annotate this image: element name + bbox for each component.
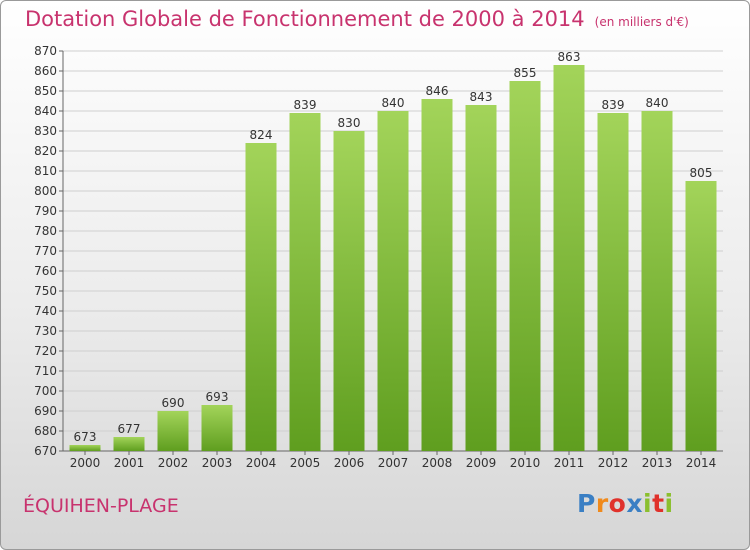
bar-2002 — [157, 411, 189, 451]
location-name: ÉQUIHEN-PLAGE — [23, 495, 179, 517]
logo-letter: i — [643, 489, 653, 518]
value-label-2012: 839 — [602, 98, 625, 112]
bar-2001 — [113, 437, 145, 451]
value-label-2000: 673 — [74, 430, 97, 444]
proxiti-logo: Proxiti — [577, 489, 674, 518]
y-tick-label: 720 — [34, 344, 57, 358]
value-label-2008: 846 — [426, 84, 449, 98]
y-tick-label: 700 — [34, 384, 57, 398]
bar-2004 — [245, 143, 277, 451]
value-label-2014: 805 — [690, 166, 713, 180]
value-label-2005: 839 — [294, 98, 317, 112]
y-tick-label: 850 — [34, 84, 57, 98]
bar-2005 — [289, 113, 321, 451]
x-tick-label-2014: 2014 — [686, 456, 717, 470]
y-tick-label: 870 — [34, 44, 57, 58]
bar-2008 — [421, 99, 453, 451]
y-tick-label: 830 — [34, 124, 57, 138]
x-tick-label-2012: 2012 — [598, 456, 629, 470]
value-label-2007: 840 — [382, 96, 405, 110]
logo-letter: x — [626, 489, 643, 518]
value-label-2011: 863 — [558, 50, 581, 64]
bar-2013 — [641, 111, 673, 451]
x-tick-label-2007: 2007 — [378, 456, 409, 470]
value-label-2009: 843 — [470, 90, 493, 104]
y-tick-label: 680 — [34, 424, 57, 438]
bar-2011 — [553, 65, 585, 451]
x-tick-label-2009: 2009 — [466, 456, 497, 470]
value-label-2006: 830 — [338, 116, 361, 130]
y-tick-label: 780 — [34, 224, 57, 238]
logo-letter: P — [577, 489, 596, 518]
y-tick-label: 690 — [34, 404, 57, 418]
value-label-2002: 690 — [162, 396, 185, 410]
x-tick-label-2001: 2001 — [114, 456, 145, 470]
logo-letter: o — [608, 489, 627, 518]
bar-2012 — [597, 113, 629, 451]
bar-2010 — [509, 81, 541, 451]
value-labels: 673 677 690 693 824 839 830 840 846 843 855 863 839 8… — [74, 50, 713, 444]
bar-2003 — [201, 405, 233, 451]
value-label-2013: 840 — [646, 96, 669, 110]
x-tick-label-2005: 2005 — [290, 456, 321, 470]
x-tick-label-2000: 2000 — [70, 456, 101, 470]
x-tick-label-2008: 2008 — [422, 456, 453, 470]
y-tick-label: 770 — [34, 244, 57, 258]
value-label-2003: 693 — [206, 390, 229, 404]
logo-letter: t — [652, 489, 665, 518]
logo-letter: i — [664, 489, 674, 518]
y-tick-label: 670 — [34, 444, 57, 458]
bar-2009 — [465, 105, 497, 451]
bar-2007 — [377, 111, 409, 451]
bar-2014 — [685, 181, 717, 451]
bar-2000 — [69, 445, 101, 451]
y-tick-label: 760 — [34, 264, 57, 278]
x-tick-label-2013: 2013 — [642, 456, 673, 470]
bar-2006 — [333, 131, 365, 451]
value-label-2004: 824 — [250, 128, 273, 142]
x-tick-label-2002: 2002 — [158, 456, 189, 470]
y-tick-label: 750 — [34, 284, 57, 298]
value-label-2010: 855 — [514, 66, 537, 80]
chart-subtitle: (en milliers d'€) — [594, 15, 689, 29]
y-tick-label: 790 — [34, 204, 57, 218]
y-tick-label: 810 — [34, 164, 57, 178]
x-tick-label-2004: 2004 — [246, 456, 277, 470]
y-tick-label: 730 — [34, 324, 57, 338]
y-tick-labels: 670 680 690 700 710 720 730 740 750 760 770 780 790 8… — [34, 44, 57, 458]
logo-letter: r — [595, 489, 609, 518]
y-tick-label: 820 — [34, 144, 57, 158]
x-tick-label-2011: 2011 — [554, 456, 585, 470]
bars — [69, 65, 717, 451]
x-tick-labels: 2000 2001 2002 2003 2004 2005 2006 2007 2008 2009… — [70, 451, 717, 470]
x-tick-label-2010: 2010 — [510, 456, 541, 470]
y-tick-label: 800 — [34, 184, 57, 198]
y-tick-label: 710 — [34, 364, 57, 378]
value-label-2001: 677 — [118, 422, 141, 436]
x-tick-label-2003: 2003 — [202, 456, 233, 470]
y-tick-label: 740 — [34, 304, 57, 318]
chart-title-text: Dotation Globale de Fonctionnement de 20… — [25, 7, 585, 31]
x-tick-label-2006: 2006 — [334, 456, 365, 470]
chart-title: Dotation Globale de Fonctionnement de 20… — [25, 7, 689, 31]
y-tick-label: 840 — [34, 104, 57, 118]
y-tick-label: 860 — [34, 64, 57, 78]
